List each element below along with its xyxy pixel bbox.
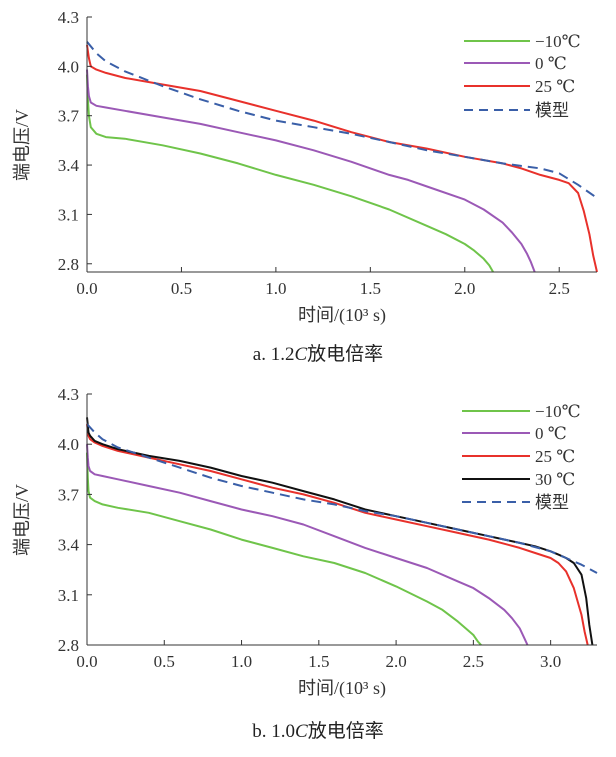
chart-b-y-tick-label: 3.4 — [58, 536, 80, 555]
chart-a-legend-label-0c: 0 ℃ — [535, 54, 567, 73]
chart-b-legend-label-0c: 0 ℃ — [535, 424, 567, 443]
chart-a-series-lines — [86, 41, 598, 273]
chart-a-y-tick-label: 4.0 — [58, 57, 79, 76]
chart-a-y-tick-label: 2.8 — [58, 255, 79, 274]
chart-b-legend: −10℃ 0 ℃ 25 ℃ 30 ℃ 模型 — [462, 402, 581, 512]
chart-a-legend-label-model: 模型 — [535, 101, 569, 120]
chart-b-series-model — [86, 423, 598, 574]
chart-b-y-tick-label: 3.7 — [58, 485, 80, 504]
chart-b-series-minus10 — [86, 452, 482, 646]
chart-a-y-tick-label: 3.1 — [58, 205, 79, 224]
chart-b-ticks: 0.0 0.5 1.0 1.5 2.0 2.5 3.0 2.8 3.1 3.4 3.7 4.0 4.3 — [58, 385, 562, 671]
chart-b-x-tick-label: 0.0 — [76, 652, 97, 671]
chart-a-x-tick-label: 0.0 — [76, 279, 97, 298]
chart-b-legend-label-minus10: −10℃ — [535, 402, 581, 421]
chart-a-x-tick-label: 0.5 — [171, 279, 192, 298]
chart-a-series-minus10 — [86, 74, 494, 273]
chart-b-legend-label-model: 模型 — [535, 493, 569, 512]
chart-a-x-tick-label: 1.5 — [360, 279, 381, 298]
chart-b-y-tick-label: 2.8 — [58, 636, 79, 655]
chart-a: 0.0 0.5 1.0 1.5 2.0 2.5 2.8 3.1 3.4 3.7 4.0 4.3 端电压… — [12, 8, 598, 365]
chart-b-caption: b. 1.0C放电倍率 — [252, 720, 383, 742]
chart-a-x-tick-label: 2.5 — [549, 279, 570, 298]
chart-a-y-label: 端电压/V — [12, 109, 32, 181]
chart-b-x-tick-label: 1.0 — [231, 652, 252, 671]
chart-b-x-tick-label: 2.0 — [385, 652, 406, 671]
chart-b-legend-label-25c: 25 ℃ — [535, 447, 575, 466]
chart-a-y-tick-label: 4.3 — [58, 8, 79, 27]
chart-a-y-tick-label: 3.4 — [58, 156, 80, 175]
chart-a-x-label: 时间/(10³ s) — [298, 305, 386, 326]
chart-b-series-0c — [86, 444, 529, 646]
chart-b-series-30c — [86, 417, 594, 646]
chart-b: 0.0 0.5 1.0 1.5 2.0 2.5 3.02.83.13.43.74.04.3 … — [12, 385, 598, 742]
chart-a-series-model — [86, 41, 598, 199]
chart-b-y-tick-label: 3.1 — [58, 586, 79, 605]
chart-a-legend-label-minus10: −10℃ — [535, 32, 581, 51]
chart-a-legend: −10℃ 0 ℃ 25 ℃ 模型 — [464, 32, 581, 120]
chart-b-series-25c — [86, 423, 589, 646]
chart-b-x-tick-label: 3.0 — [540, 652, 561, 671]
chart-a-x-tick-label: 2.0 — [454, 279, 475, 298]
chart-a-y-tick-label: 3.7 — [58, 107, 80, 126]
chart-b-x-tick-label: 0.5 — [154, 652, 175, 671]
chart-b-x-tick-label: 2.5 — [463, 652, 484, 671]
chart-b-x-tick-label: 1.5 — [308, 652, 329, 671]
chart-a-legend-label-25c: 25 ℃ — [535, 77, 575, 96]
chart-b-y-tick-label: 4.3 — [58, 385, 79, 404]
chart-b-y-label: 端电压/V — [12, 484, 32, 556]
chart-b-series-lines — [86, 417, 598, 646]
chart-a-series-0c — [86, 69, 536, 273]
chart-a-caption: a. 1.2C放电倍率 — [253, 343, 383, 365]
chart-b-y-tick-label: 4.0 — [58, 435, 79, 454]
chart-a-x-tick-label: 1.0 — [265, 279, 286, 298]
chart-b-x-label: 时间/(10³ s) — [298, 678, 386, 699]
chart-b-legend-label-30c: 30 ℃ — [535, 470, 575, 489]
chart-a-ticks: 0.0 0.5 1.0 1.5 2.0 2.5 2.8 3.1 3.4 3.7 4.0 4.3 — [58, 8, 570, 298]
